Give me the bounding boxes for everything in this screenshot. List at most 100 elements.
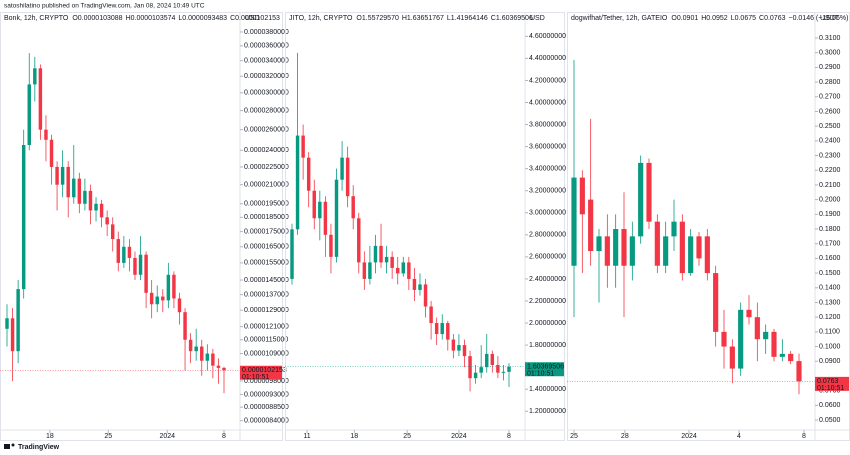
y-tick-label: 3.00000000 xyxy=(529,210,566,217)
y-tick-label: 0.0000360000 xyxy=(244,43,289,50)
candle-body xyxy=(771,331,777,357)
candle-body xyxy=(340,157,344,180)
x-tick-label: 25 xyxy=(570,433,578,440)
y-tick-label: 2.60000000 xyxy=(529,254,566,261)
ohlc-legend: −0.0146 (−16.06%) xyxy=(788,15,848,22)
candle-body xyxy=(384,256,389,263)
candle-body xyxy=(613,229,619,266)
candle-body xyxy=(457,345,461,351)
candle-body xyxy=(49,139,54,167)
ohlc-legend: O0.0901 xyxy=(671,15,698,22)
candle-body xyxy=(138,254,143,275)
candle-body xyxy=(216,365,221,368)
x-tick-label: 8 xyxy=(222,433,226,440)
ohlc-legend: O0.0000103088 xyxy=(72,15,122,22)
y-tick-label: 0.0000195000 xyxy=(244,201,289,208)
y-tick-label: 0.0000260000 xyxy=(244,127,289,134)
y-tick-label: 0.2100 xyxy=(819,182,841,189)
ohlc-legend: L1.41964146 xyxy=(447,15,488,22)
x-tick-label: 2024 xyxy=(681,433,697,440)
x-tick-label: 4 xyxy=(737,433,741,440)
candle-body xyxy=(99,203,104,218)
x-tick-label: 18 xyxy=(350,433,358,440)
candle-body xyxy=(161,296,165,301)
currency-label: USDT xyxy=(820,15,840,22)
y-tick-label: 0.0600 xyxy=(819,402,841,409)
ohlc-legend: H1.63651767 xyxy=(402,15,444,22)
candle-body xyxy=(485,353,489,368)
candle-body xyxy=(588,199,594,252)
candle-body xyxy=(10,318,15,352)
candle-body xyxy=(462,345,467,357)
ohlc-legend: H0.0000103574 xyxy=(126,15,176,22)
candle-body xyxy=(638,162,644,237)
candle-body xyxy=(738,309,744,369)
candle-body xyxy=(395,267,400,274)
candle-body xyxy=(418,284,422,290)
y-tick-label: 0.1800 xyxy=(819,226,841,233)
candle-body xyxy=(334,179,339,257)
y-tick-label: 0.2600 xyxy=(819,108,841,115)
y-tick-label: 3.20000000 xyxy=(529,188,566,195)
candle-body xyxy=(434,323,439,335)
candle-body xyxy=(362,262,367,279)
ohlc-legend: L0.0000093483 xyxy=(178,15,227,22)
candle-body xyxy=(429,306,433,324)
x-tick-label: 18 xyxy=(46,433,54,440)
candle-body xyxy=(423,284,428,307)
candle-body xyxy=(704,236,710,274)
y-tick-label: 4.40000000 xyxy=(529,55,566,62)
candle-body xyxy=(451,339,456,351)
y-tick-label: 3.80000000 xyxy=(529,121,566,128)
candle-body xyxy=(621,229,627,266)
chart-title: dogwifhat/Tether, 12h, GATEIO xyxy=(571,15,668,22)
candle-body xyxy=(507,366,511,372)
y-tick-label: 0.0000129000 xyxy=(244,307,289,314)
countdown-label: 01:10:51 xyxy=(527,371,554,378)
y-tick-label: 0.2400 xyxy=(819,138,841,145)
y-tick-label: 0.0000088500 xyxy=(244,404,289,411)
candle-body xyxy=(779,353,785,357)
candle-body xyxy=(571,177,577,266)
y-tick-label: 0.0000210000 xyxy=(244,182,289,189)
candle-body xyxy=(105,217,109,225)
ohlc-legend: C1.60369506 xyxy=(491,15,533,22)
candle-body xyxy=(446,323,450,340)
candle-body xyxy=(713,273,719,332)
candle-body xyxy=(295,135,300,230)
candle-body xyxy=(110,224,115,240)
candle-body xyxy=(351,196,355,219)
brand-logo xyxy=(4,443,15,449)
y-tick-label: 4.00000000 xyxy=(529,99,566,106)
candle-body xyxy=(496,364,500,373)
y-tick-label: 4.20000000 xyxy=(529,77,566,84)
candle-body xyxy=(604,236,610,266)
y-tick-label: 0.1500 xyxy=(819,270,841,277)
y-tick-label: 0.0000225000 xyxy=(244,164,289,171)
candle-body xyxy=(149,292,154,305)
y-tick-label: 0.0000320000 xyxy=(244,73,289,80)
candle-body xyxy=(290,229,294,279)
candle-body xyxy=(33,68,37,85)
candle-body xyxy=(754,317,760,340)
y-tick-label: 0.3000 xyxy=(819,50,841,57)
candle-body xyxy=(301,135,305,158)
candle-body xyxy=(788,353,794,362)
panel-frame xyxy=(0,12,283,441)
candle-body xyxy=(671,221,677,237)
candle-body xyxy=(412,278,417,290)
candle-body xyxy=(696,236,702,259)
last-price-box xyxy=(240,365,282,380)
candle-body xyxy=(796,361,802,382)
y-tick-label: 3.40000000 xyxy=(529,166,566,173)
candle-body xyxy=(122,246,126,263)
brand: TradingView xyxy=(18,444,60,451)
y-tick-label: 0.0000165000 xyxy=(244,244,289,251)
panel-frame xyxy=(285,12,565,441)
candle-body xyxy=(205,353,210,361)
y-tick-label: 3.60000000 xyxy=(529,143,566,150)
y-tick-label: 0.1900 xyxy=(819,211,841,218)
y-tick-label: 0.1700 xyxy=(819,241,841,248)
candle-body xyxy=(172,274,176,299)
